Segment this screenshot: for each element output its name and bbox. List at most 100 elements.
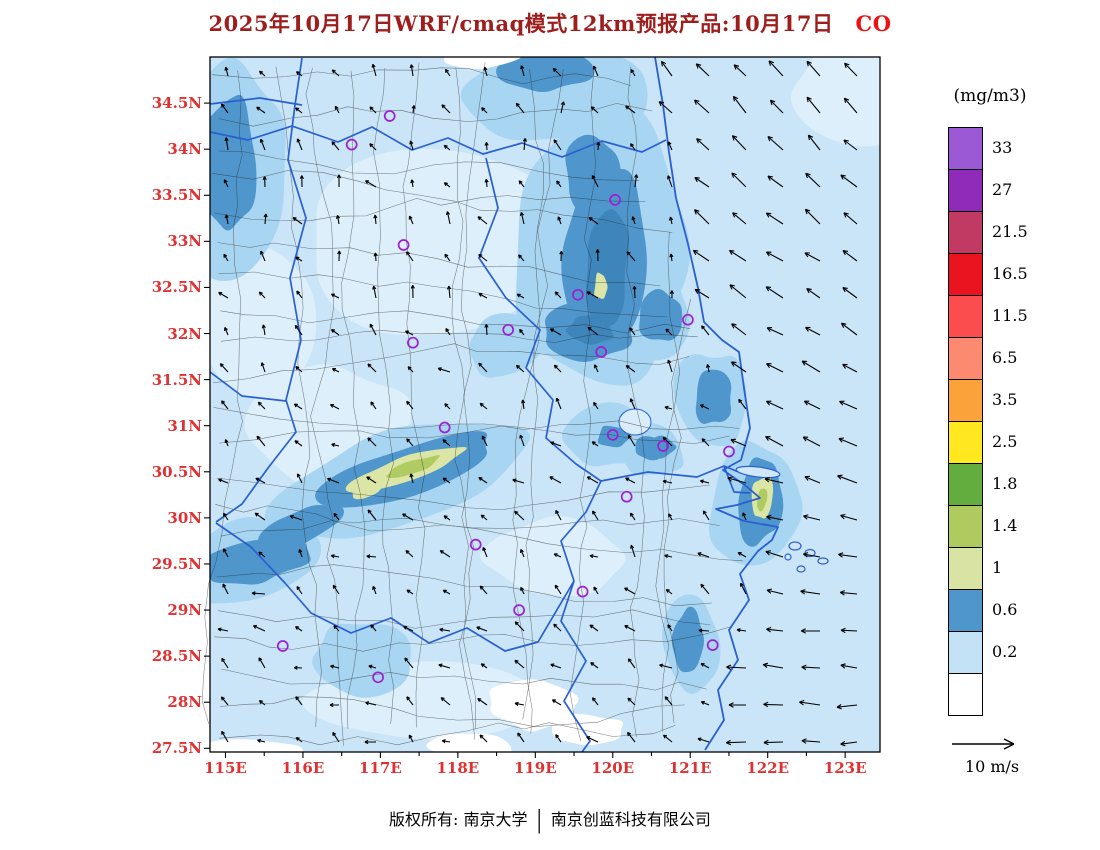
station-marker-icon xyxy=(706,639,719,651)
wind-arrow-icon xyxy=(478,293,488,299)
station-marker-icon xyxy=(595,346,608,358)
wind-arrow-icon xyxy=(218,291,229,299)
wind-arrow-icon xyxy=(369,323,377,336)
wind-arrow-icon xyxy=(697,552,710,558)
legend-cell xyxy=(949,128,982,170)
wind-arrow-icon xyxy=(514,510,525,521)
wind-arrow-icon xyxy=(478,253,488,262)
wind-arrow-icon xyxy=(330,554,340,559)
wind-arrow-icon xyxy=(262,176,267,188)
wind-arrow-icon xyxy=(372,285,377,299)
station-marker-icon xyxy=(383,110,396,122)
lat-axis-label: 28N xyxy=(167,693,202,712)
legend-cell xyxy=(949,296,982,338)
wind-arrow-icon xyxy=(367,437,377,447)
wind-arrow-icon xyxy=(406,589,414,595)
wind-arrow-icon xyxy=(224,439,229,447)
wind-arrow-icon xyxy=(697,737,710,743)
wind-arrow-icon xyxy=(799,699,821,706)
wind-arrow-icon xyxy=(217,627,229,632)
wind-arrow-icon xyxy=(842,286,858,299)
wind-arrow-icon xyxy=(764,477,784,484)
wind-arrow-icon xyxy=(221,400,229,410)
wind-arrow-icon xyxy=(406,251,414,262)
wind-arrow-icon xyxy=(367,509,377,521)
wind-arrow-icon xyxy=(560,101,566,114)
lat-axis-label: 31.5N xyxy=(151,370,202,389)
wind-arrow-icon xyxy=(515,364,525,373)
wind-arrow-icon xyxy=(476,626,488,632)
wind-arrow-icon xyxy=(593,364,599,373)
county-borders xyxy=(201,62,743,746)
wind-arrow-icon xyxy=(520,548,525,558)
station-marker-icon xyxy=(620,490,633,503)
wind-arrow-icon xyxy=(263,213,268,225)
station-marker-icon xyxy=(469,538,482,551)
wind-arrow-icon xyxy=(404,657,414,669)
wind-arrow-icon xyxy=(844,62,858,77)
wind-arrow-icon xyxy=(590,106,599,114)
wind-arrow-icon xyxy=(802,436,821,447)
wind-arrow-icon xyxy=(550,441,562,447)
station-marker-icon xyxy=(609,194,621,206)
wind-arrow-icon xyxy=(840,174,858,188)
contour-fill-region xyxy=(671,606,704,673)
wind-arrow-icon xyxy=(667,141,673,151)
wind-arrow-icon xyxy=(443,144,451,151)
wind-arrow-icon xyxy=(224,214,229,225)
wind-arrow-icon xyxy=(439,627,451,632)
wind-arrow-icon xyxy=(555,397,562,410)
wind-arrow-icon xyxy=(335,214,341,225)
wind-arrow-icon xyxy=(592,65,599,77)
wind-arrow-icon xyxy=(440,697,451,706)
wind-arrow-icon xyxy=(631,216,636,225)
wind-arrow-icon xyxy=(515,102,525,114)
island-outline xyxy=(784,553,792,561)
wind-arrow-icon xyxy=(295,71,303,77)
wind-arrow-icon xyxy=(258,70,266,77)
wind-arrow-icon xyxy=(482,546,488,558)
wind-arrow-icon xyxy=(667,359,673,373)
wind-arrow-icon xyxy=(768,60,784,77)
wind-arrow-icon xyxy=(731,323,747,336)
wind-arrow-icon xyxy=(763,701,784,708)
wind-arrow-icon xyxy=(518,180,525,188)
wind-arrow-icon xyxy=(738,398,747,410)
wind-arrow-icon xyxy=(804,208,821,225)
wind-arrow-icon xyxy=(406,438,414,447)
wind-arrow-icon xyxy=(552,67,562,77)
contour-fill-region xyxy=(316,148,559,336)
wind-arrow-icon xyxy=(550,663,562,669)
wind-arrow-icon xyxy=(762,662,784,669)
station-marker-icon xyxy=(276,640,289,652)
wind-arrow-icon xyxy=(662,479,673,484)
wind-arrow-icon xyxy=(665,328,673,336)
wind-arrow-icon xyxy=(481,435,488,447)
wind-arrow-icon xyxy=(842,249,858,262)
map-frame xyxy=(209,56,881,753)
station-marker-icon xyxy=(723,445,735,458)
lon-axis-label: 117E xyxy=(359,759,402,777)
wind-arrow-icon xyxy=(477,697,488,706)
wind-arrow-icon xyxy=(627,697,636,706)
wind-arrow-icon xyxy=(334,105,340,114)
wind-arrow-icon xyxy=(251,591,266,596)
wind-arrow-icon xyxy=(625,365,636,373)
legend-level-label: 6.5 xyxy=(992,348,1018,367)
station-marker-icon xyxy=(606,429,619,441)
wind-arrow-icon xyxy=(664,554,673,559)
wind-arrow-icon xyxy=(337,250,342,262)
wind-arrow-icon xyxy=(223,253,229,262)
wind-arrow-icon xyxy=(555,509,562,521)
contour-fill-region xyxy=(469,313,545,378)
wind-arrow-icon xyxy=(805,326,821,336)
wind-arrow-icon xyxy=(728,702,747,708)
wind-arrow-icon xyxy=(402,513,414,521)
wind-arrow-icon xyxy=(479,734,488,743)
island-outline xyxy=(788,541,802,551)
wind-arrow-icon xyxy=(727,476,747,484)
wind-arrow-icon xyxy=(258,291,266,299)
wind-arrow-icon xyxy=(557,216,562,225)
lon-axis-label: 122E xyxy=(746,759,790,777)
